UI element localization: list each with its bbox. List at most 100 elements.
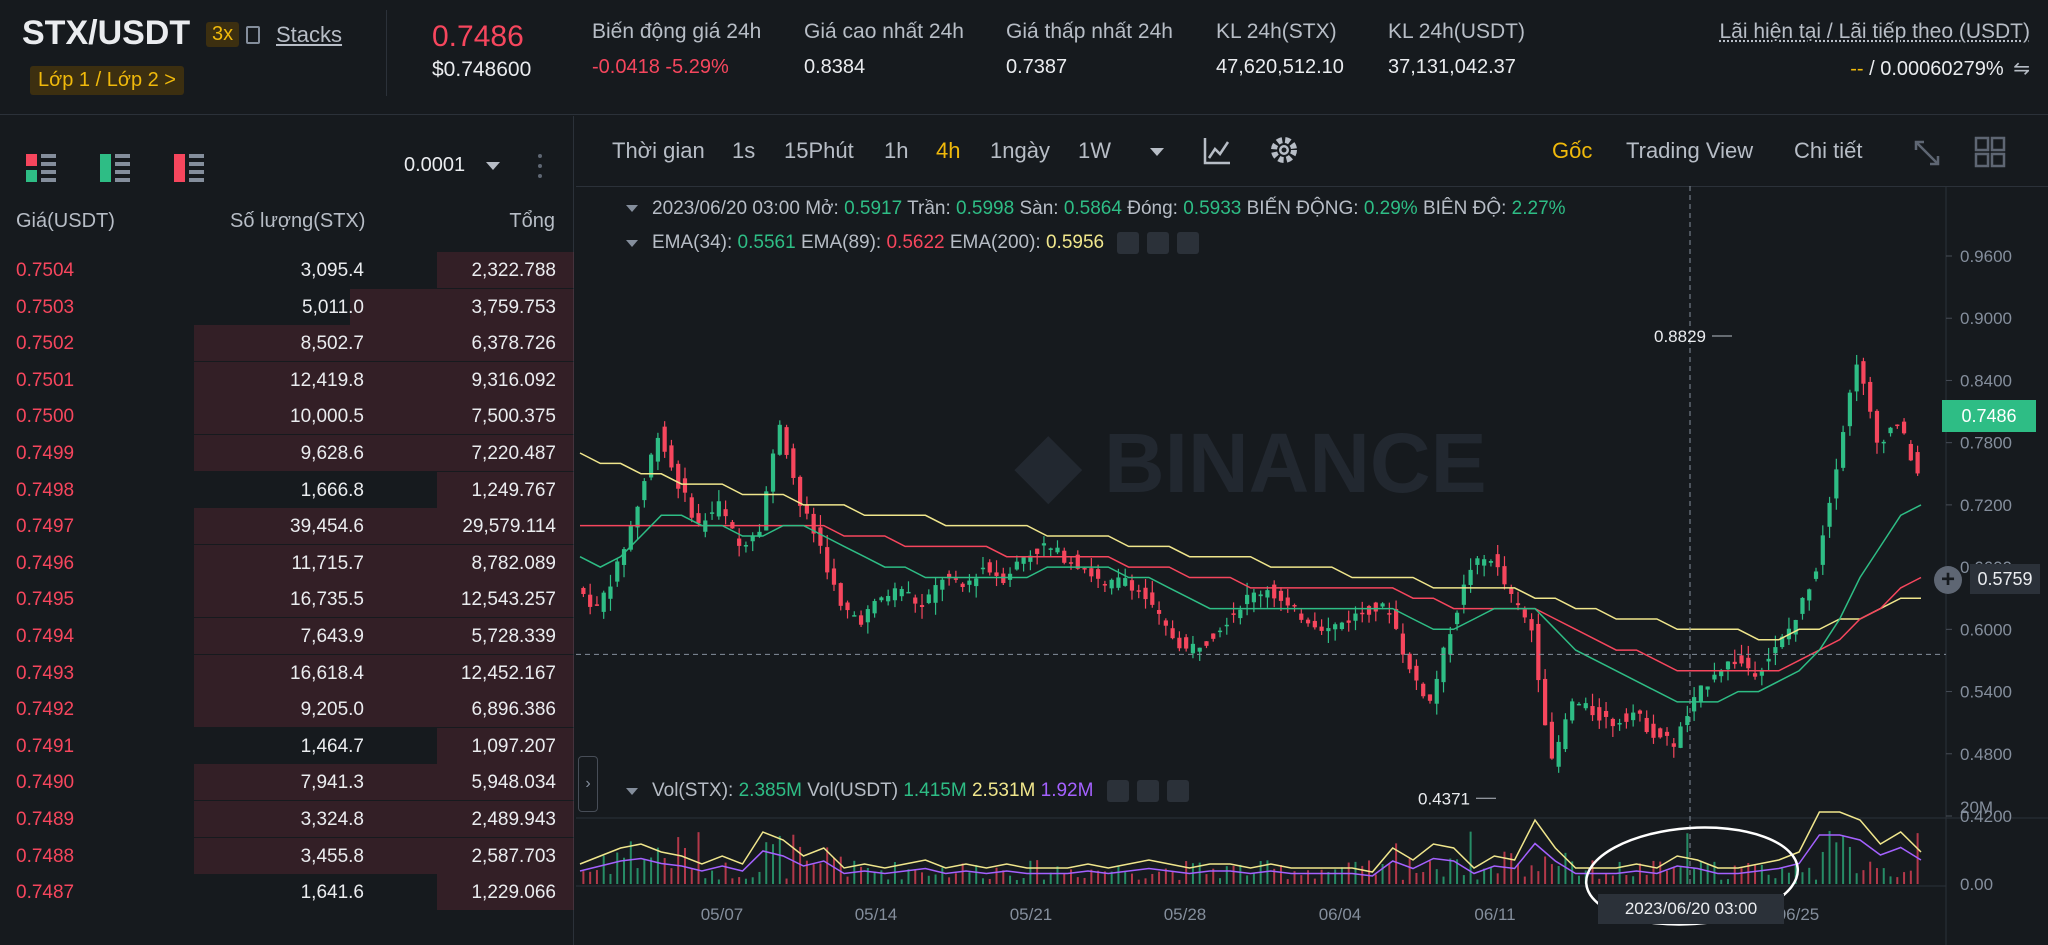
volume-bar — [805, 860, 808, 884]
ema34-line — [579, 504, 1922, 703]
candle-body — [947, 573, 952, 579]
ask-row[interactable]: 0.7502 8,502.7 6,378.726 — [0, 325, 574, 362]
volume-bar — [887, 879, 890, 884]
candle-body — [1468, 569, 1473, 585]
volume-bar — [1056, 866, 1059, 884]
document-icon[interactable] — [246, 26, 260, 44]
ask-row[interactable]: 0.7494 7,643.9 5,728.339 — [0, 618, 574, 654]
ask-price: 0.7492 — [16, 699, 75, 721]
ask-row[interactable]: 0.7496 11,715.7 8,782.089 — [0, 544, 574, 581]
more-icon[interactable] — [538, 154, 542, 182]
indicator-icon[interactable] — [1202, 136, 1232, 166]
volume-bar — [1625, 875, 1628, 884]
ask-row[interactable]: 0.7490 7,941.3 5,948.034 — [0, 764, 574, 801]
interval-1w[interactable]: 1W — [1078, 138, 1111, 163]
volume-bar — [758, 871, 761, 884]
ask-row[interactable]: 0.7487 1,641.6 1,229.066 — [0, 874, 574, 911]
price-chart[interactable]: ◆ BINANCE 0.9600 0.9000 0.8400 0.7800 0.7200 0… — [576, 186, 2048, 945]
ask-row[interactable]: 0.7503 5,011.0 3,759.753 — [0, 288, 574, 325]
layer-badge[interactable]: Lớp 1 / Lớp 2 > — [30, 66, 184, 95]
candle-body — [1177, 637, 1182, 649]
candle-body — [1217, 630, 1223, 633]
funding-rate-label[interactable]: Lãi hiện tại / Lãi tiếp theo (USDT) — [1719, 20, 2031, 43]
volume-bar — [1801, 872, 1804, 884]
ask-row[interactable]: 0.7501 12,419.8 9,316.092 — [0, 361, 574, 398]
interval-4h[interactable]: 4h — [936, 138, 961, 163]
layout-grid-icon[interactable] — [1974, 136, 2006, 168]
ask-row[interactable]: 0.7499 9,628.6 7,220.487 — [0, 435, 574, 471]
view-depth[interactable]: Chi tiết — [1794, 138, 1863, 163]
volume-legend: Vol(STX): 2.385M Vol(USDT) 1.415M 2.531M… — [626, 780, 1189, 802]
ask-row[interactable]: 0.7489 3,324.8 2,489.943 — [0, 801, 574, 837]
eye-icon[interactable] — [1117, 232, 1140, 254]
interval-more-icon[interactable] — [1150, 148, 1164, 156]
candle-body — [1150, 592, 1155, 605]
interval-1d[interactable]: 1ngày — [990, 138, 1050, 163]
ask-row[interactable]: 0.7497 39,454.6 29,579.114 — [0, 508, 574, 545]
volume-bar — [1252, 873, 1255, 884]
candle-body — [845, 602, 850, 611]
ask-row[interactable]: 0.7488 3,455.8 2,587.703 — [0, 837, 574, 874]
vol-settings-icon[interactable] — [1136, 780, 1159, 802]
volume-bar — [1672, 867, 1675, 884]
candle-body — [1901, 421, 1907, 434]
interval-15m[interactable]: 15Phút — [784, 138, 854, 163]
legend-collapse-icon[interactable] — [626, 205, 638, 213]
expand-panel-button[interactable]: › — [578, 756, 598, 812]
ask-row[interactable]: 0.7498 1,666.8 1,249.767 — [0, 471, 574, 508]
volume-bar — [1070, 869, 1073, 884]
swap-icon[interactable]: ⇋ — [2013, 58, 2030, 80]
pair-title[interactable]: STX/USDT — [22, 14, 191, 52]
volume-bar — [1726, 879, 1729, 884]
volume-bar — [785, 878, 788, 884]
depth-bar — [437, 471, 574, 508]
ema-collapse-icon[interactable] — [626, 239, 638, 247]
volume-bar — [1794, 863, 1797, 884]
book-both-icon[interactable] — [26, 154, 56, 182]
precision-select[interactable]: 0.0001 — [404, 154, 466, 176]
settings-icon[interactable] — [1147, 232, 1170, 254]
view-original[interactable]: Gốc — [1552, 138, 1593, 163]
ask-row[interactable]: 0.7495 16,735.5 12,543.257 — [0, 581, 574, 618]
volume-bar — [1212, 868, 1215, 884]
volume-bar — [1178, 879, 1181, 884]
volume-bar — [941, 867, 944, 884]
add-order-icon[interactable]: + — [1934, 566, 1962, 594]
book-bids-icon[interactable] — [100, 154, 130, 182]
interval-1h[interactable]: 1h — [884, 138, 909, 163]
vol-close-icon[interactable] — [1166, 780, 1189, 802]
candle-body — [628, 525, 633, 550]
vol-collapse-icon[interactable] — [626, 787, 638, 795]
candle-body — [1035, 548, 1040, 554]
ask-row[interactable]: 0.7492 9,205.0 6,896.386 — [0, 691, 574, 728]
volume-bar — [1605, 873, 1608, 884]
interval-1s[interactable]: 1s — [732, 138, 756, 163]
ask-row[interactable]: 0.7491 1,464.7 1,097.207 — [0, 727, 574, 764]
volume-bar — [846, 876, 849, 884]
volume-bar — [860, 866, 863, 884]
volume-bar — [1903, 872, 1906, 884]
volume-bar — [812, 864, 815, 884]
chevron-down-icon[interactable] — [486, 162, 500, 170]
ask-row[interactable]: 0.7493 16,618.4 12,452.167 — [0, 654, 574, 691]
volume-bar — [1097, 870, 1100, 884]
ask-qty: 1,464.7 — [300, 735, 364, 757]
close-icon[interactable] — [1177, 232, 1200, 254]
interval-time[interactable]: Thời gian — [612, 138, 705, 163]
candle-legend: 2023/06/20 03:00 Mở: 0.5917 Trần: 0.5998… — [626, 198, 1566, 220]
depth-bar — [194, 435, 574, 471]
vol-eye-icon[interactable] — [1106, 780, 1129, 802]
candle-body — [1482, 559, 1487, 566]
ask-row[interactable]: 0.7504 3,095.4 2,322.788 — [0, 252, 574, 288]
candle-body — [886, 595, 891, 602]
fullscreen-icon[interactable] — [1912, 138, 1942, 168]
candle-body — [858, 615, 864, 625]
ask-price: 0.7497 — [16, 516, 75, 538]
volume-bar — [1029, 860, 1032, 884]
gear-icon[interactable] — [1268, 134, 1300, 166]
book-asks-icon[interactable] — [174, 154, 204, 182]
ask-row[interactable]: 0.7500 10,000.5 7,500.375 — [0, 398, 574, 435]
legend-open: 0.5917 — [844, 198, 903, 219]
project-link[interactable]: Stacks — [276, 22, 343, 47]
view-tradingview[interactable]: Trading View — [1626, 138, 1754, 163]
